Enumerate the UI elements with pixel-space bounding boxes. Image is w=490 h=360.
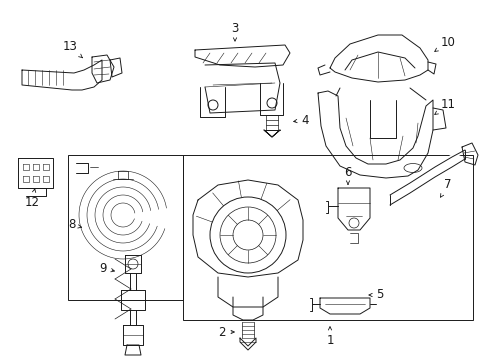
Text: 7: 7 — [441, 179, 452, 197]
Bar — [183, 155, 473, 320]
Text: 13: 13 — [63, 40, 82, 58]
Text: 6: 6 — [344, 166, 352, 184]
Text: 3: 3 — [231, 22, 239, 41]
Text: 11: 11 — [435, 99, 456, 114]
Text: 5: 5 — [369, 288, 384, 302]
Text: 2: 2 — [218, 325, 234, 338]
Text: 12: 12 — [24, 189, 40, 208]
Text: 9: 9 — [99, 261, 115, 274]
Text: 4: 4 — [294, 113, 309, 126]
Text: 10: 10 — [435, 36, 455, 51]
Text: 1: 1 — [326, 327, 334, 346]
Text: 8: 8 — [68, 219, 81, 231]
Bar — [68, 155, 183, 300]
